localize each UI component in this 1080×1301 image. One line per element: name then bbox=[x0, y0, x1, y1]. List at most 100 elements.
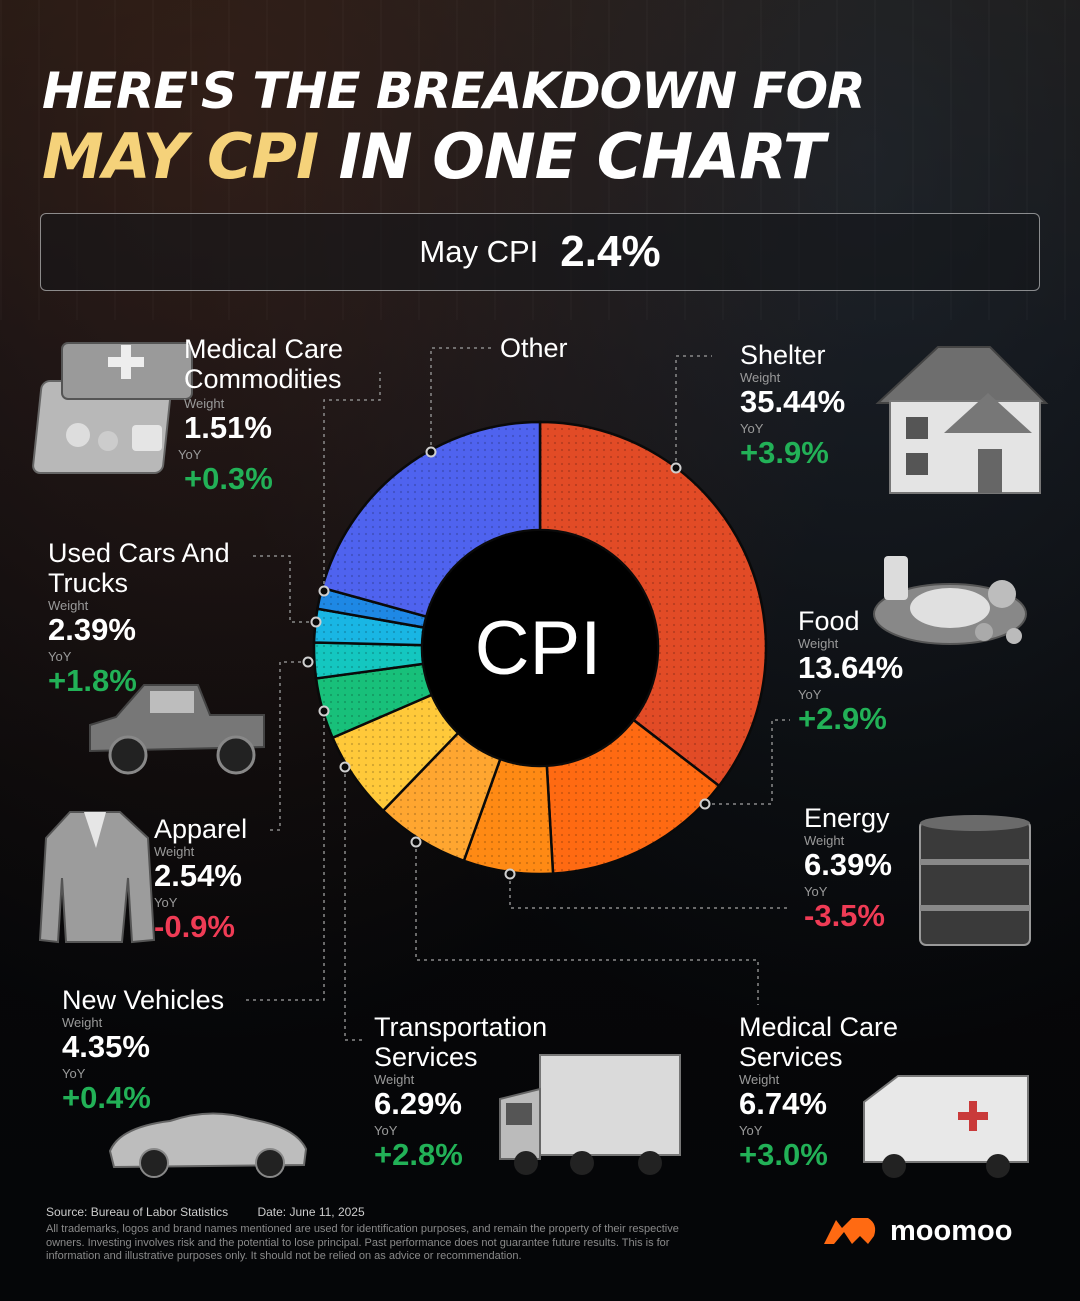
date-text: Date: June 11, 2025 bbox=[257, 1205, 365, 1219]
weight-value: 6.29% bbox=[374, 1086, 462, 1121]
category-name: New Vehicles bbox=[62, 985, 225, 1015]
yoy-caption: YoY bbox=[739, 1123, 763, 1138]
weight-value: 4.35% bbox=[62, 1029, 150, 1064]
weight-value: 35.44% bbox=[740, 384, 846, 419]
yoy-caption: YoY bbox=[48, 649, 72, 664]
moomoo-logo-icon bbox=[824, 1218, 876, 1244]
yoy-caption: YoY bbox=[62, 1066, 86, 1081]
weight-value: 1.51% bbox=[184, 410, 272, 445]
weight-caption: Weight bbox=[740, 370, 781, 385]
category-name: Transportation Services bbox=[374, 1012, 548, 1072]
yoy-value: +0.4% bbox=[62, 1080, 151, 1115]
category-name: Energy bbox=[804, 803, 890, 833]
source-line: Source: Bureau of Labor Statistics Date:… bbox=[46, 1205, 365, 1219]
leader-new-vehicles bbox=[244, 711, 325, 1001]
category-name: Medical Care Commodities bbox=[184, 334, 344, 394]
first-aid-kit-icon bbox=[32, 342, 193, 474]
chart-slices bbox=[312, 420, 768, 876]
slice-texture-medical-care-services bbox=[383, 732, 501, 861]
yoy-caption: YoY bbox=[178, 447, 202, 462]
ambulance-icon bbox=[863, 1075, 1029, 1178]
label-other: Other bbox=[500, 333, 568, 363]
label-medical-care-services: Medical Care Services Weight 6.74% YoY +… bbox=[739, 1012, 898, 1172]
slice-texture-used-cars-and-trucks bbox=[314, 608, 424, 646]
leader-lines bbox=[244, 347, 790, 1041]
slice-texture-shelter bbox=[540, 422, 766, 786]
pickup-truck-icon bbox=[89, 684, 265, 775]
sports-car-icon bbox=[108, 1112, 308, 1178]
leader-medical-services bbox=[415, 842, 759, 1005]
title-line-2: MAY CPI IN ONE CHART bbox=[42, 126, 825, 188]
chart-center-label: CPI bbox=[474, 606, 602, 691]
yoy-caption: YoY bbox=[154, 895, 178, 910]
weight-caption: Weight bbox=[804, 833, 845, 848]
category-name: Medical Care Services bbox=[739, 1012, 899, 1072]
leader-apparel bbox=[266, 661, 308, 831]
weight-caption: Weight bbox=[62, 1015, 103, 1030]
category-name: Used Cars And Trucks bbox=[48, 538, 230, 598]
donut-hole bbox=[423, 531, 657, 765]
leader-used-cars bbox=[250, 555, 316, 623]
title-line-1: HERE'S THE BREAKDOWN FOR bbox=[42, 62, 866, 120]
category-name: Other bbox=[500, 333, 568, 363]
label-energy: Energy Weight 6.39% YoY -3.5% bbox=[804, 803, 892, 933]
weight-caption: Weight bbox=[184, 396, 225, 411]
yoy-caption: YoY bbox=[804, 884, 828, 899]
yoy-caption: YoY bbox=[374, 1123, 398, 1138]
label-shelter: Shelter Weight 35.44% YoY +3.9% bbox=[740, 340, 845, 470]
label-apparel: Apparel Weight 2.54% YoY -0.9% bbox=[154, 814, 247, 944]
weight-value: 2.39% bbox=[48, 612, 136, 647]
slice-texture-energy bbox=[463, 759, 554, 874]
weight-caption: Weight bbox=[374, 1072, 415, 1087]
house-icon bbox=[875, 346, 1049, 494]
label-medical-care-commodities: Medical Care Commodities Weight 1.51% Yo… bbox=[178, 334, 344, 496]
yoy-value: -0.9% bbox=[154, 909, 235, 944]
label-new-vehicles: New Vehicles Weight 4.35% YoY +0.4% bbox=[62, 985, 224, 1115]
weight-value: 13.64% bbox=[798, 650, 904, 685]
yoy-caption: YoY bbox=[798, 687, 822, 702]
slice-texture-other bbox=[322, 422, 540, 617]
weight-caption: Weight bbox=[154, 844, 195, 859]
category-name: Apparel bbox=[154, 814, 248, 844]
yoy-value: +2.9% bbox=[798, 701, 887, 736]
slice-texture-food bbox=[546, 719, 720, 874]
weight-value: 6.74% bbox=[739, 1086, 827, 1121]
leader-energy bbox=[509, 874, 790, 909]
headline-box: May CPI 2.4% bbox=[40, 213, 1040, 291]
slice-texture-medical-care-commodities bbox=[317, 587, 427, 628]
category-name: Food bbox=[798, 606, 860, 636]
disclaimer: All trademarks, logos and brand names me… bbox=[46, 1223, 679, 1262]
yoy-value: +2.8% bbox=[374, 1137, 463, 1172]
label-used-cars-and-trucks: Used Cars And Trucks Weight 2.39% YoY +1… bbox=[48, 538, 230, 698]
food-plate-icon bbox=[873, 556, 1027, 645]
yoy-value: +3.0% bbox=[739, 1137, 828, 1172]
title-highlight: MAY CPI bbox=[42, 120, 319, 193]
brand-logo: moomoo bbox=[822, 1214, 1012, 1248]
category-name: Shelter bbox=[740, 340, 826, 370]
yoy-value: +3.9% bbox=[740, 435, 829, 470]
slice-texture-transportation-services bbox=[332, 694, 459, 811]
yoy-value: +0.3% bbox=[184, 461, 273, 496]
slice-texture-apparel bbox=[313, 642, 424, 679]
yoy-caption: YoY bbox=[740, 421, 764, 436]
weight-caption: Weight bbox=[48, 598, 89, 613]
yoy-value: +1.8% bbox=[48, 663, 137, 698]
leader-transportation bbox=[344, 767, 365, 1041]
headline-label: May CPI bbox=[419, 234, 539, 269]
brand-name: moomoo bbox=[890, 1214, 1013, 1247]
leader-medical-commodities bbox=[323, 372, 381, 591]
leader-shelter bbox=[675, 355, 712, 468]
label-transportation-services: Transportation Services Weight 6.29% YoY… bbox=[374, 1012, 547, 1172]
box-truck-icon bbox=[499, 1054, 681, 1175]
source-text: Source: Bureau of Labor Statistics bbox=[46, 1205, 229, 1219]
title-rest: IN ONE CHART bbox=[338, 120, 826, 193]
oil-barrel-icon bbox=[919, 815, 1031, 946]
weight-value: 6.39% bbox=[804, 847, 892, 882]
slice-texture-new-vehicles bbox=[316, 663, 432, 738]
weight-value: 2.54% bbox=[154, 858, 242, 893]
weight-caption: Weight bbox=[798, 636, 839, 651]
headline-value: 2.4% bbox=[560, 227, 661, 276]
weight-caption: Weight bbox=[739, 1072, 780, 1087]
label-food: Food Weight 13.64% YoY +2.9% bbox=[798, 606, 903, 736]
